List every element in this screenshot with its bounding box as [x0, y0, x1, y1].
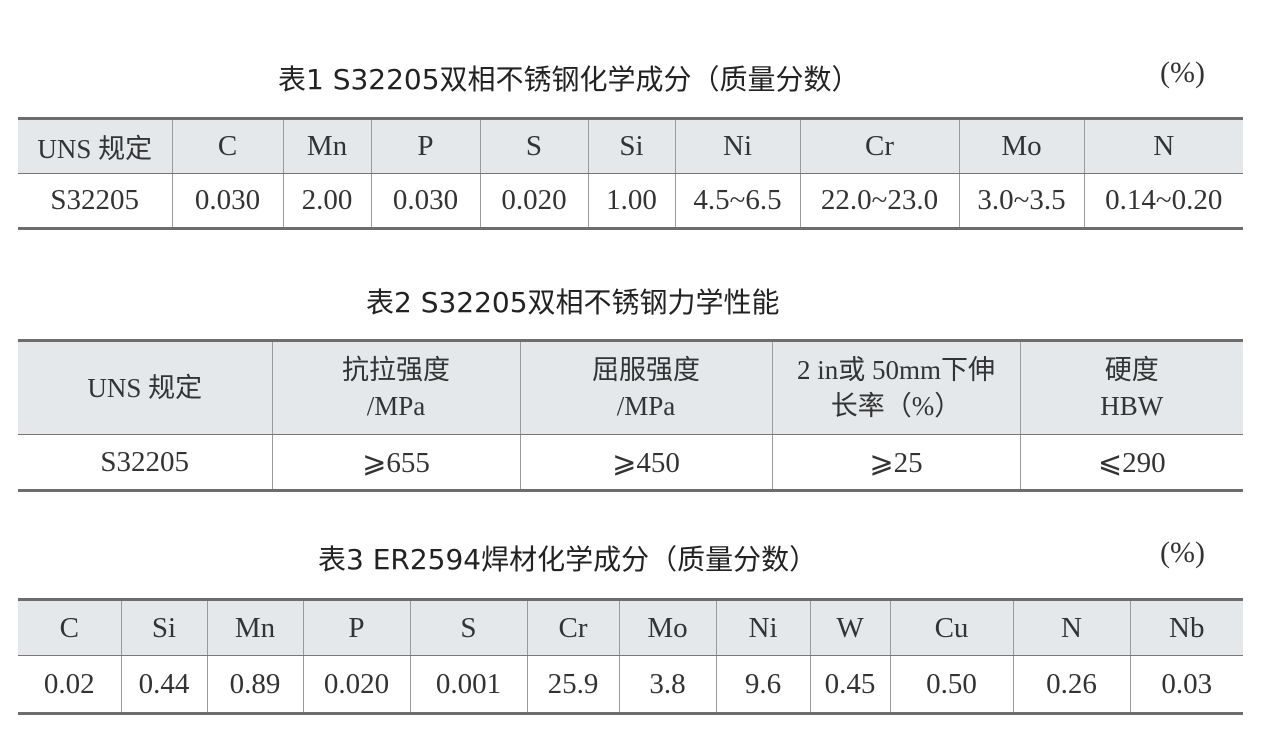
- data-cell: 0.020: [479, 173, 589, 229]
- data-cell: 0.50: [889, 655, 1014, 714]
- data-cell: 0.26: [1012, 655, 1131, 714]
- data-cell: 0.030: [370, 173, 481, 229]
- header-cell: UNS 规定: [18, 340, 273, 435]
- header-cell: Mo: [958, 118, 1085, 174]
- header-cell: Cu: [889, 599, 1014, 656]
- header-cell: P: [302, 599, 411, 656]
- data-cell: 3.8: [618, 655, 717, 714]
- data-cell: 0.02: [18, 655, 122, 714]
- header-cell: Ni: [715, 599, 811, 656]
- header-cell: Cr: [526, 599, 620, 656]
- data-cell: 2.00: [282, 173, 372, 229]
- table1-data-row: S32205 0.030 2.00 0.030 0.020 1.00 4.5~6.5 22.0…: [18, 173, 1243, 229]
- table3-title: 表3 ER2594焊材化学成分（质量分数）: [318, 543, 818, 576]
- header-cell: 抗拉强度/MPa: [271, 340, 521, 435]
- header-cell: 屈服强度/MPa: [519, 340, 773, 435]
- data-cell: 3.0~3.5: [958, 173, 1085, 229]
- header-cell: Mo: [618, 599, 717, 656]
- data-cell: 0.030: [171, 173, 284, 229]
- data-cell: 0.03: [1129, 655, 1243, 714]
- data-cell: ⩽290: [1019, 434, 1243, 491]
- header-cell: 硬度 HBW: [1019, 340, 1243, 435]
- data-cell: ⩾655: [271, 434, 521, 491]
- header-cell: Si: [120, 599, 208, 656]
- data-cell: 0.44: [120, 655, 208, 714]
- header-line2: 长率（%）: [830, 391, 962, 421]
- data-cell: 0.45: [809, 655, 891, 714]
- header-cell: W: [809, 599, 891, 656]
- data-cell: S32205: [18, 434, 273, 491]
- header-cell: C: [18, 599, 122, 656]
- table3-weld-composition: C Si Mn P S Cr Mo Ni W Cu N Nb 0.02 0.44 0.89 0.020 0.0…: [18, 598, 1243, 715]
- data-cell: 0.020: [302, 655, 411, 714]
- header-line1: 硬度: [1104, 355, 1159, 385]
- data-cell: 1.00: [587, 173, 676, 229]
- header-line2: HBW: [1100, 391, 1164, 421]
- header-cell: C: [171, 118, 284, 174]
- header-cell: Mn: [282, 118, 372, 174]
- header-cell: N: [1083, 118, 1243, 174]
- table3-unit: (%): [1160, 536, 1205, 569]
- header-line1: 2 in或 50mm下伸: [796, 355, 995, 385]
- table3-header-row: C Si Mn P S Cr Mo Ni W Cu N Nb: [18, 599, 1243, 656]
- header-cell: Cr: [799, 118, 960, 174]
- table2-title: 表2 S32205双相不锈钢力学性能: [366, 286, 780, 319]
- table1-header-row: UNS 规定 C Mn P S Si Ni Cr Mo N: [18, 118, 1243, 174]
- table2-header-row: UNS 规定 抗拉强度/MPa 屈服强度/MPa 2 in或 50mm下伸 长率（%）硬…: [18, 340, 1243, 435]
- header-line2: /MPa: [366, 391, 426, 421]
- header-line1: UNS 规定: [87, 373, 203, 403]
- data-cell: 9.6: [715, 655, 811, 714]
- table1-unit: (%): [1160, 56, 1205, 89]
- data-cell: 25.9: [526, 655, 620, 714]
- header-cell: Ni: [674, 118, 801, 174]
- table2-mechanical-properties: UNS 规定 抗拉强度/MPa 屈服强度/MPa 2 in或 50mm下伸 长率（%）硬…: [18, 339, 1243, 492]
- table2-data-row: S32205 ⩾655 ⩾450 ⩾25 ⩽290: [18, 434, 1243, 491]
- data-cell: 0.001: [409, 655, 528, 714]
- header-cell: Mn: [206, 599, 304, 656]
- data-cell: 0.89: [206, 655, 304, 714]
- table3-data-row: 0.02 0.44 0.89 0.020 0.001 25.9 3.8 9.6 0.45 0.50…: [18, 655, 1243, 714]
- header-cell: S: [409, 599, 528, 656]
- header-cell: N: [1012, 599, 1131, 656]
- header-cell: UNS 规定: [18, 118, 173, 174]
- data-cell: ⩾450: [519, 434, 773, 491]
- header-line2: /MPa: [616, 391, 676, 421]
- data-cell: S32205: [18, 173, 173, 229]
- data-cell: ⩾25: [771, 434, 1021, 491]
- header-cell: Si: [587, 118, 676, 174]
- header-line1: 抗拉强度: [342, 355, 450, 385]
- data-cell: 4.5~6.5: [674, 173, 801, 229]
- table1-title: 表1 S32205双相不锈钢化学成分（质量分数）: [278, 63, 860, 96]
- header-cell: S: [479, 118, 589, 174]
- header-cell: P: [370, 118, 481, 174]
- header-cell: Nb: [1129, 599, 1243, 656]
- table1-chemical-composition: UNS 规定 C Mn P S Si Ni Cr Mo N S32205 0.030 2.00 0.03…: [18, 117, 1243, 230]
- header-cell: 2 in或 50mm下伸 长率（%）: [771, 340, 1021, 435]
- data-cell: 0.14~0.20: [1083, 173, 1243, 229]
- data-cell: 22.0~23.0: [799, 173, 960, 229]
- header-line1: 屈服强度: [592, 355, 700, 385]
